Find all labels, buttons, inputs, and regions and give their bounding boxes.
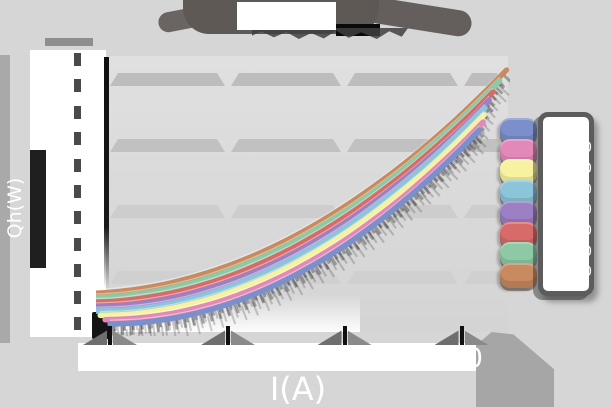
- legend-label-dt60: ΔT=60: [546, 243, 592, 260]
- gridline-band: [231, 205, 341, 218]
- legend-labels: ΔT=0 ΔT=10 ΔT=20 ΔT=30 ΔT=40 ΔT=50 ΔT=60 ΔT=70: [543, 117, 592, 291]
- y-tick-mark: [74, 211, 81, 225]
- legend-label-dt20: ΔT=20: [546, 160, 592, 177]
- y-axis-line: [104, 57, 109, 330]
- x-tick-mark: [201, 325, 255, 347]
- gridline-band: [464, 139, 505, 152]
- curve-highlight-dt30: [96, 103, 486, 308]
- y-tick-label: 40: [49, 205, 74, 228]
- x-axis-title: I(A): [269, 370, 327, 407]
- y-tick-mark: [74, 185, 81, 198]
- gridline-band: [464, 271, 505, 284]
- legend-label-dt30: ΔT=30: [546, 181, 592, 198]
- gridline-band: [347, 271, 458, 284]
- y-tick-mark: [74, 79, 81, 93]
- x-axis-label-strip: [78, 343, 480, 371]
- y-tick-mark: [74, 317, 81, 330]
- y-tick-label: 50: [49, 179, 74, 201]
- x-tick-notch: [108, 326, 112, 345]
- x-tick-label: 2.0: [206, 343, 250, 374]
- y-tick-mark: [74, 105, 81, 119]
- x-tick-mark: [317, 325, 372, 347]
- curve-dt10: [102, 119, 486, 323]
- curve-dt70: [96, 67, 510, 297]
- curve-shadow-inner-dt0: [111, 133, 485, 336]
- x-tick-mark: [83, 325, 137, 347]
- gridline-band: [347, 73, 458, 86]
- x-tick-label: 0.0: [88, 343, 132, 374]
- curve-highlight-dt10: [105, 117, 484, 317]
- curve-highlight-dt0: [109, 125, 480, 321]
- curve-dt60: [96, 78, 503, 301]
- curve-highlight-dt70: [96, 65, 507, 291]
- legend-label-dt10: ΔT=10: [546, 140, 592, 157]
- y-tick-label: 20: [49, 258, 74, 281]
- x-tick-notch: [459, 326, 464, 345]
- curve-dt0: [107, 127, 482, 327]
- x-tick-notch: [226, 326, 230, 345]
- left-edge-shadow-bar: [0, 55, 10, 343]
- legend-label-dt70: ΔT=70: [546, 264, 592, 281]
- gridline-band: [231, 139, 341, 152]
- curve-dt20: [97, 112, 487, 319]
- y-tick-mark: [74, 264, 81, 278]
- gridline-band: [464, 205, 505, 218]
- y-title-shadow-bar: [30, 150, 46, 268]
- x-tick-mark: [434, 325, 489, 347]
- y-tick-label: 100: [37, 47, 74, 69]
- curve-dt40: [96, 97, 492, 310]
- curve-shadow-outer-dt10: [108, 129, 493, 336]
- curve-dt30: [96, 105, 488, 314]
- y-tick-label: 90: [49, 73, 74, 96]
- title-shadow-jag: [252, 28, 408, 39]
- y-tick-mark: [74, 53, 81, 66]
- legend-label-dt50: ΔT=50: [546, 223, 592, 239]
- curve-shadow-outer-dt0: [113, 137, 489, 336]
- y-tick-label: 0: [61, 311, 74, 333]
- legend-swatch-dt70: [500, 262, 537, 288]
- gridline-band: [231, 73, 341, 86]
- y-tick-label: 60: [49, 152, 74, 175]
- y-tick-label: 10: [49, 284, 74, 307]
- legend-label-dt0: ΔT=0: [550, 119, 588, 136]
- curve-highlight-dt60: [96, 76, 501, 295]
- curve-highlight-dt20: [100, 110, 485, 313]
- legend-label-strip: ΔT=0 ΔT=10 ΔT=20 ΔT=30 ΔT=40 ΔT=50 ΔT=60 ΔT=70: [538, 112, 594, 296]
- title-box: Qh vs. I: [237, 2, 336, 30]
- x-tick-label: 4.0: [323, 343, 366, 374]
- y-strip-top-shadow: [45, 38, 93, 46]
- gridline-band: [110, 139, 225, 152]
- legend-label-dt40: ΔT=40: [546, 202, 592, 219]
- curve-highlight-dt50: [96, 87, 494, 300]
- y-tick-mark: [74, 237, 81, 251]
- y-tick-label: 30: [49, 231, 74, 254]
- y-tick-mark: [74, 158, 81, 172]
- gridline-band: [110, 73, 225, 86]
- curve-dt50: [96, 89, 496, 305]
- curve-highlight-dt40: [96, 95, 490, 304]
- y-tick-label: 70: [49, 126, 74, 149]
- y-tick-label: 80: [49, 99, 74, 122]
- gridline-band: [110, 205, 225, 218]
- chart-title: Qh vs. I: [244, 3, 329, 29]
- y-axis-title: Qh(W): [4, 177, 26, 239]
- y-tick-mark: [74, 132, 81, 146]
- y-tick-mark: [74, 290, 81, 304]
- x-tick-label: 6.0: [440, 343, 483, 374]
- x-tick-notch: [342, 326, 347, 345]
